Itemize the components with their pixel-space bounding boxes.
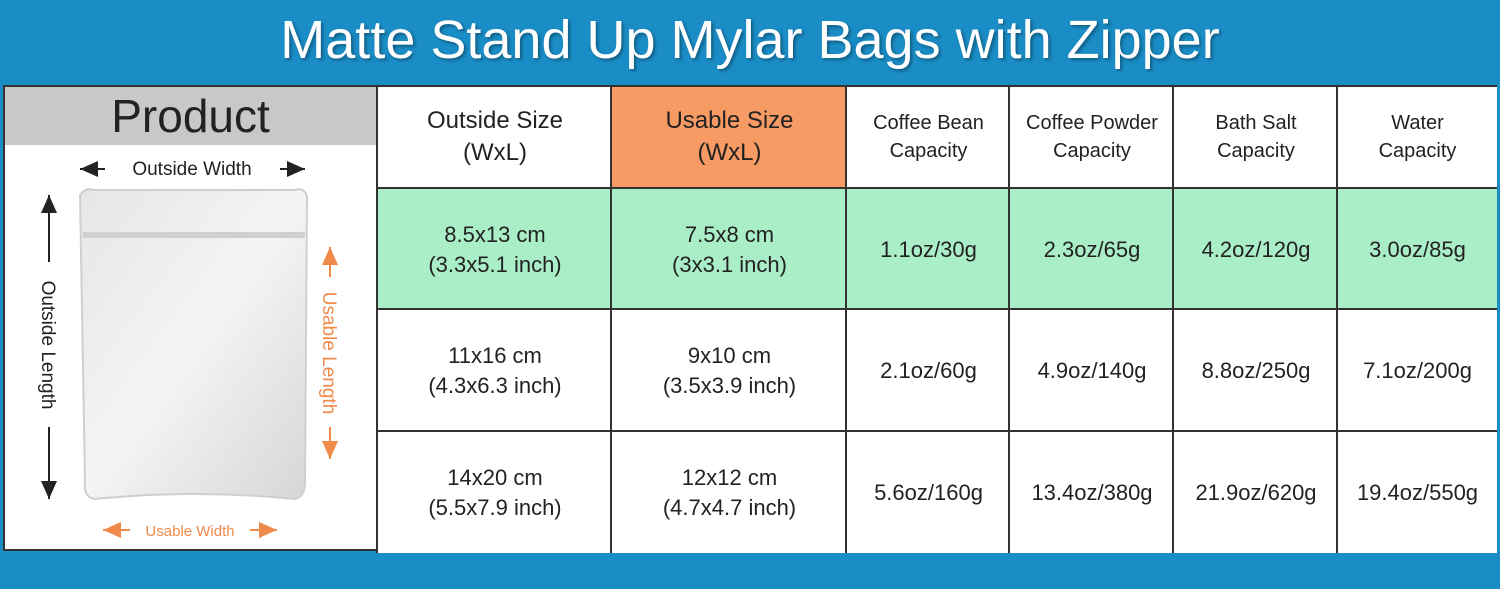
cell-text: (4.7x4.7 inch): [662, 494, 797, 520]
table-cell: 21.9oz/620g: [1172, 430, 1338, 553]
table-cell: 8.5x13 cm (3.3x5.1 inch): [376, 187, 612, 310]
cell-text: 12x12 cm: [681, 464, 778, 490]
usable-length-label: Usable Length: [318, 292, 339, 415]
column-header: Outside Size (WxL): [376, 85, 612, 187]
table-cell: 4.2oz/120g: [1172, 187, 1338, 310]
cell-text: 8.5x13 cm: [444, 221, 546, 247]
table-cell: 3.0oz/85g: [1336, 187, 1497, 310]
table-cell: 12x12 cm (4.7x4.7 inch): [610, 430, 847, 553]
cell-text: (3x3.1 inch): [672, 251, 787, 277]
cell-text: (4.3x6.3 inch): [428, 373, 562, 398]
cell-text: Capacity: [1053, 140, 1131, 162]
table-cell: 2.3oz/65g: [1008, 187, 1174, 310]
table-cell: 9x10 cm (3.5x3.9 inch): [610, 308, 847, 432]
column-header: Bath Salt Capacity: [1172, 85, 1338, 187]
cell-text: (WxL): [463, 139, 527, 166]
column-header: Usable Size (WxL): [610, 85, 847, 187]
table-cell: 2.1oz/60g: [845, 308, 1010, 432]
table-cell: 7.1oz/200g: [1336, 308, 1497, 432]
cell-text: 1.1oz/30g: [880, 236, 977, 262]
cell-text: 19.4oz/550g: [1356, 479, 1479, 505]
cell-text: (3.3x5.1 inch): [428, 251, 562, 277]
title: Matte Stand Up Mylar Bags with Zipper: [280, 10, 1220, 70]
cell-text: Capacity: [1217, 140, 1295, 162]
cell-text: 4.9oz/140g: [1037, 358, 1147, 383]
table-cell: 13.4oz/380g: [1008, 430, 1174, 553]
cell-text: (3.5x3.9 inch): [662, 373, 797, 398]
cell-text: 7.5x8 cm: [684, 221, 775, 247]
usable-width-label: Usable Width: [145, 523, 234, 540]
cell-text: 5.6oz/160g: [874, 479, 983, 505]
cell-text: 2.1oz/60g: [880, 358, 977, 383]
table-cell: 14x20 cm (5.5x7.9 inch): [376, 430, 612, 553]
column-header: Coffee Powder Capacity: [1008, 85, 1174, 187]
cell-text: (5.5x7.9 inch): [428, 494, 562, 520]
outside-length-label: Outside Length: [37, 281, 58, 410]
cell-text: Capacity: [1378, 140, 1457, 162]
outside-width-label: Outside Width: [132, 159, 251, 180]
cell-text: 3.0oz/85g: [1369, 236, 1466, 262]
cell-text: 7.1oz/200g: [1363, 358, 1472, 383]
cell-text: 11x16 cm: [448, 343, 542, 368]
cell-text: 13.4oz/380g: [1031, 479, 1153, 505]
cell-text: Coffee Powder: [1026, 112, 1158, 134]
table-cell: 5.6oz/160g: [845, 430, 1010, 553]
table-cell: 8.8oz/250g: [1172, 308, 1338, 432]
table-cell: 7.5x8 cm (3x3.1 inch): [610, 187, 847, 310]
product-header: Product: [5, 87, 376, 145]
cell-text: Capacity: [889, 140, 968, 162]
cell-text: 2.3oz/65g: [1043, 236, 1141, 262]
bag-illustration: Outside Width Outside Length Usable Leng…: [37, 159, 339, 540]
bag: [78, 188, 309, 501]
cell-text: Bath Salt: [1215, 112, 1297, 134]
cell-text: Water: [1391, 112, 1444, 134]
table-cell: 4.9oz/140g: [1008, 308, 1174, 432]
cell-text: Coffee Bean: [873, 112, 984, 134]
cell-text: 21.9oz/620g: [1195, 479, 1317, 505]
cell-text: 4.2oz/120g: [1201, 236, 1311, 262]
table-cell: 1.1oz/30g: [845, 187, 1010, 310]
cell-text: Outside Size: [426, 107, 564, 134]
column-header: Water Capacity: [1336, 85, 1497, 187]
cell-text: 14x20 cm: [447, 464, 543, 490]
cell-text: 9x10 cm: [687, 343, 772, 368]
cell-text: Usable Size: [665, 107, 794, 134]
table-cell: 19.4oz/550g: [1336, 430, 1497, 553]
cell-text: 8.8oz/250g: [1201, 358, 1311, 383]
column-header: Coffee Bean Capacity: [845, 85, 1010, 187]
cell-text: (WxL): [697, 139, 762, 166]
table-cell: 11x16 cm (4.3x6.3 inch): [376, 308, 612, 432]
size-table: Product Outside Width Outside Length Usa…: [3, 85, 1497, 553]
